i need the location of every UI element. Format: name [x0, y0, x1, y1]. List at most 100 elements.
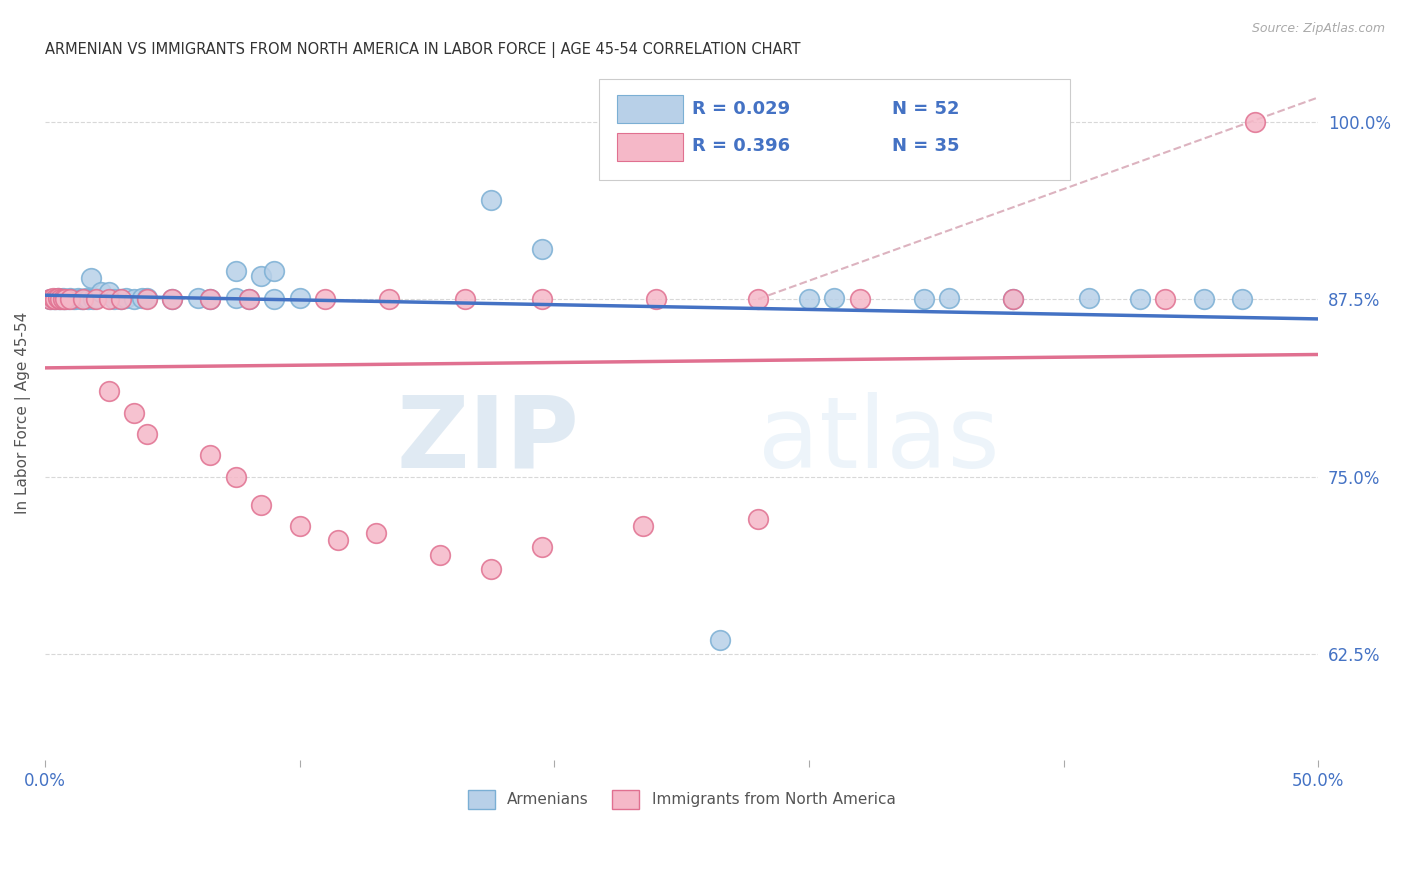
Point	[103, 292, 125, 306]
Text: atlas: atlas	[758, 392, 1000, 489]
Point	[1129, 292, 1152, 306]
Point	[377, 292, 399, 306]
Point	[65, 292, 87, 306]
Text: N = 35: N = 35	[891, 137, 959, 155]
Point	[39, 292, 62, 306]
Text: Source: ZipAtlas.com: Source: ZipAtlas.com	[1251, 22, 1385, 36]
FancyBboxPatch shape	[599, 78, 1070, 179]
Point	[263, 263, 285, 277]
Point	[49, 292, 72, 306]
Point	[110, 292, 132, 306]
Point	[135, 291, 157, 305]
Point	[52, 291, 75, 305]
Point	[41, 291, 63, 305]
Point	[56, 292, 79, 306]
Point	[46, 291, 69, 305]
Point	[1078, 291, 1101, 305]
Point	[530, 292, 553, 306]
Point	[709, 632, 731, 647]
FancyBboxPatch shape	[617, 133, 683, 161]
Point	[238, 292, 260, 306]
Point	[250, 498, 273, 512]
Point	[77, 292, 100, 306]
Point	[1230, 292, 1253, 306]
Text: N = 52: N = 52	[891, 100, 959, 118]
Y-axis label: In Labor Force | Age 45-54: In Labor Force | Age 45-54	[15, 311, 31, 514]
Point	[160, 292, 183, 306]
Point	[135, 292, 157, 306]
Point	[44, 292, 66, 306]
Point	[225, 469, 247, 483]
Point	[288, 291, 311, 305]
Point	[187, 291, 209, 305]
Point	[52, 292, 75, 306]
Point	[429, 548, 451, 562]
Point	[41, 292, 63, 306]
Point	[69, 292, 91, 306]
Point	[72, 292, 94, 306]
Point	[122, 292, 145, 306]
Text: R = 0.029: R = 0.029	[692, 100, 790, 118]
Point	[72, 292, 94, 306]
Point	[115, 291, 138, 305]
Point	[97, 285, 120, 299]
Point	[288, 519, 311, 533]
Point	[633, 519, 655, 533]
Point	[46, 291, 69, 305]
Point	[97, 292, 120, 306]
Point	[46, 292, 69, 306]
Point	[823, 291, 845, 305]
Point	[747, 292, 769, 306]
Point	[1001, 292, 1024, 306]
Point	[82, 292, 104, 306]
Point	[530, 541, 553, 555]
Point	[59, 292, 82, 306]
Point	[238, 292, 260, 306]
Point	[90, 285, 112, 299]
Point	[849, 292, 872, 306]
Point	[1243, 114, 1265, 128]
Point	[200, 292, 222, 306]
Point	[80, 270, 103, 285]
Point	[1154, 292, 1177, 306]
Point	[84, 292, 107, 306]
Point	[62, 292, 84, 306]
Point	[747, 512, 769, 526]
Point	[44, 292, 66, 306]
Point	[530, 243, 553, 257]
FancyBboxPatch shape	[617, 95, 683, 123]
Point	[250, 269, 273, 284]
Point	[938, 291, 960, 305]
Point	[53, 292, 76, 306]
Point	[135, 426, 157, 441]
Point	[49, 292, 72, 306]
Point	[84, 291, 107, 305]
Point	[66, 291, 89, 305]
Point	[314, 292, 336, 306]
Point	[200, 292, 222, 306]
Point	[797, 292, 820, 306]
Point	[263, 292, 285, 306]
Point	[1192, 292, 1215, 306]
Point	[645, 292, 668, 306]
Point	[52, 292, 75, 306]
Point	[39, 292, 62, 306]
Point	[131, 291, 153, 305]
Point	[53, 292, 76, 306]
Text: R = 0.396: R = 0.396	[692, 137, 790, 155]
Point	[160, 292, 183, 306]
Legend: Armenians, Immigrants from North America: Armenians, Immigrants from North America	[461, 783, 901, 815]
Point	[364, 526, 387, 541]
Point	[110, 292, 132, 306]
Point	[97, 384, 120, 399]
Point	[225, 263, 247, 277]
Point	[454, 292, 477, 306]
Point	[200, 448, 222, 462]
Text: ARMENIAN VS IMMIGRANTS FROM NORTH AMERICA IN LABOR FORCE | AGE 45-54 CORRELATION: ARMENIAN VS IMMIGRANTS FROM NORTH AMERIC…	[45, 42, 800, 58]
Text: ZIP: ZIP	[396, 392, 579, 489]
Point	[479, 193, 502, 207]
Point	[59, 291, 82, 305]
Point	[1001, 292, 1024, 306]
Point	[912, 292, 935, 306]
Point	[225, 291, 247, 305]
